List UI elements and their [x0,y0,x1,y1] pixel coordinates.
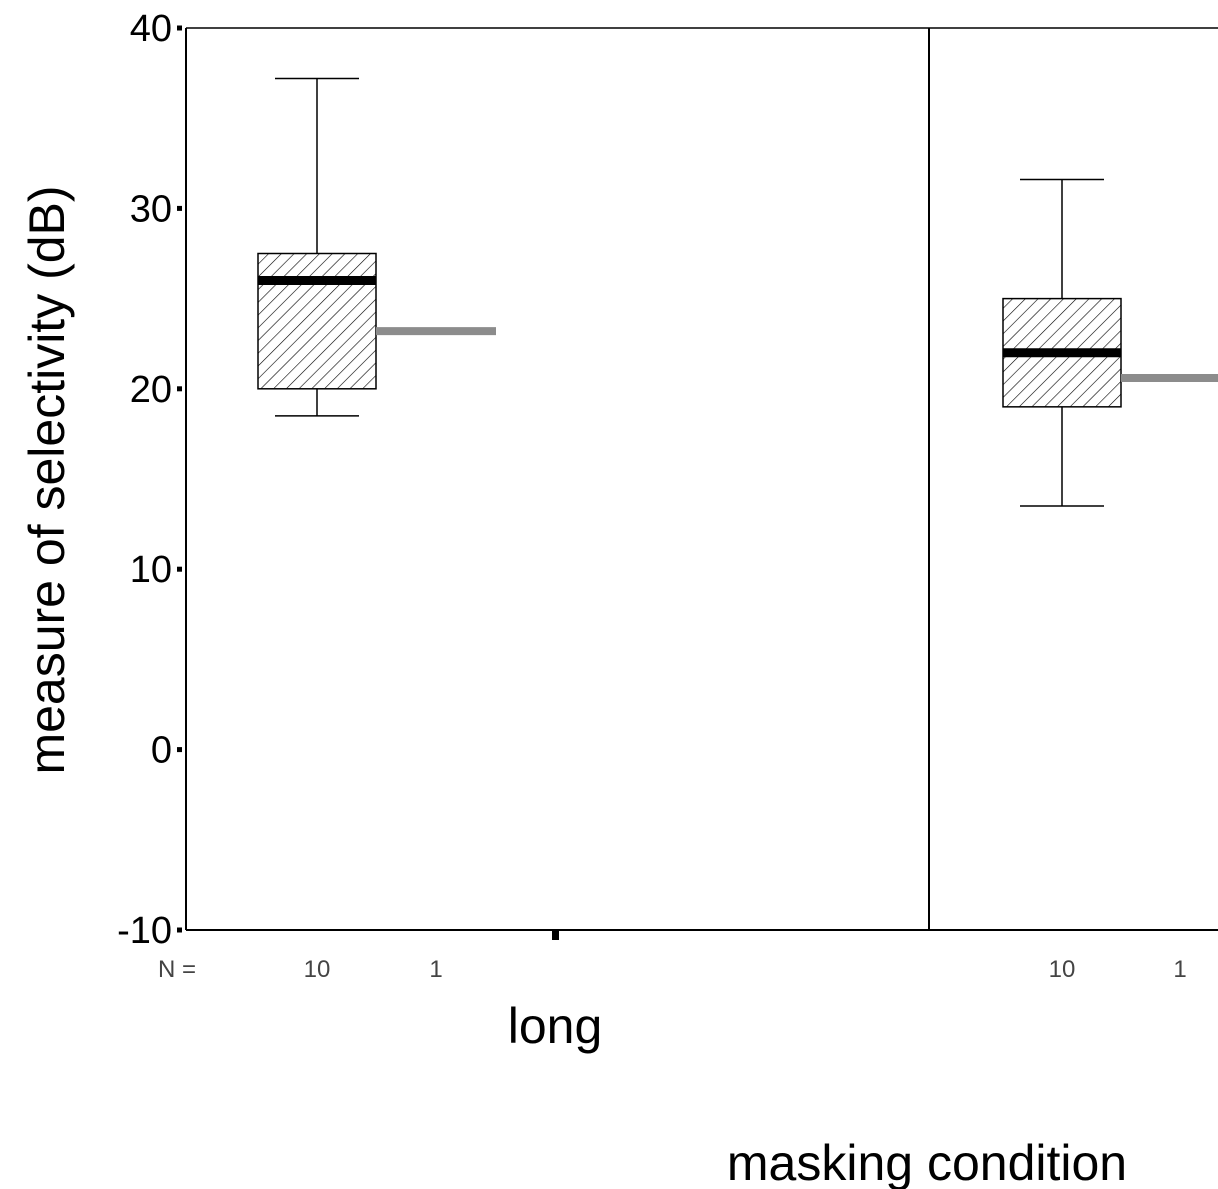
y-tick-mark [177,25,182,31]
n-count-box: 10 [304,956,331,983]
box-series [257,77,1218,507]
y-tick-mark [177,566,182,572]
y-tick-mark [177,386,182,392]
y-tick-mark [177,927,182,933]
x-category-tick [552,930,559,940]
y-tick-label: 0 [151,730,172,772]
n-count-labels: 10 1 10 1 [304,956,1187,983]
y-tick-label: 40 [130,8,172,50]
y-tick-label: -10 [117,910,172,952]
x-category-label: long [508,998,603,1054]
n-count-box: 10 [1049,956,1076,983]
y-tick-label: 20 [130,369,172,411]
y-axis-title: measure of selectivity (dB) [19,185,75,774]
y-tick-mark [177,205,182,211]
y-tick-label: 30 [130,188,172,230]
n-equals-label: N = [158,956,196,983]
n-count-single: 1 [429,956,442,983]
y-tick-label: 10 [130,549,172,591]
n-count-single: 1 [1173,956,1186,983]
interquartile-box [257,252,377,390]
y-axis-ticks: -10 0 10 20 30 40 [117,8,182,952]
x-axis-title: masking condition [727,1135,1127,1189]
y-tick-mark [177,747,182,753]
